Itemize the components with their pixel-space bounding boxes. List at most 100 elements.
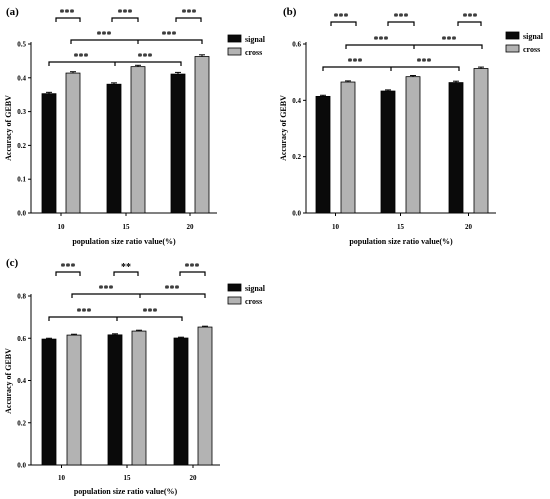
signal-bar xyxy=(173,337,189,466)
cross-bar xyxy=(194,56,210,214)
x-tick-label: 10 xyxy=(332,223,340,231)
signal-bar xyxy=(41,338,57,466)
significance-bracket xyxy=(55,271,81,276)
significance-label: *** xyxy=(77,307,92,318)
signal-bar xyxy=(315,95,331,214)
legend-label-signal: signal xyxy=(523,32,544,41)
signal-bar xyxy=(41,93,57,214)
legend-label-signal: signal xyxy=(245,35,266,44)
x-tick-label: 10 xyxy=(58,474,66,482)
y-tick-label: 0.8 xyxy=(17,293,26,301)
x-axis-title: population size ratio value(%) xyxy=(349,237,453,246)
cross-bar xyxy=(197,326,213,466)
significance-label: *** xyxy=(99,284,114,295)
significance-bracket xyxy=(179,271,206,276)
significance-label: *** xyxy=(334,12,349,23)
y-tick-label: 0.4 xyxy=(292,97,301,105)
significance-label: *** xyxy=(165,284,180,295)
significance-label: *** xyxy=(143,307,158,318)
legend-label-signal: signal xyxy=(245,284,266,293)
panel-label: (b) xyxy=(283,6,297,18)
legend: signal cross xyxy=(505,31,544,54)
signal-bar xyxy=(106,83,122,214)
significance-bracket xyxy=(48,316,183,321)
legend-swatch-signal xyxy=(227,34,242,43)
significance-label: ** xyxy=(121,262,131,273)
significance-label: *** xyxy=(394,12,409,23)
significance-bracket xyxy=(457,21,482,26)
significance-label: *** xyxy=(138,52,153,63)
significance-bracket xyxy=(55,17,81,22)
signal-bar xyxy=(107,334,123,466)
significance-bracket xyxy=(111,17,139,22)
significance-bracket xyxy=(387,21,415,26)
x-axis-title: population size ratio value(%) xyxy=(74,487,178,496)
y-tick-label: 0.2 xyxy=(17,419,26,427)
y-tick-label: 0.3 xyxy=(17,108,26,116)
y-tick-label: 0.0 xyxy=(292,210,301,218)
cross-bar xyxy=(405,76,421,214)
significance-bracket xyxy=(175,17,202,22)
y-tick-label: 0.5 xyxy=(17,41,26,49)
y-tick-label: 0.2 xyxy=(292,153,301,161)
y-axis-title: Accuracy of GEBV xyxy=(4,348,13,414)
legend-swatch-cross xyxy=(227,296,242,305)
significance-label: *** xyxy=(182,8,197,19)
y-tick-label: 0.6 xyxy=(17,335,26,343)
cross-bar xyxy=(473,68,489,214)
signal-bar xyxy=(170,73,186,214)
x-tick-label: 20 xyxy=(190,474,198,482)
y-tick-label: 0.4 xyxy=(17,377,26,385)
legend-swatch-signal xyxy=(505,31,520,40)
cross-bar xyxy=(65,72,81,214)
legend: signal cross xyxy=(227,34,266,57)
legend-label-cross: cross xyxy=(245,48,262,57)
significance-bracket xyxy=(345,44,483,49)
significance-label: *** xyxy=(463,12,478,23)
chart-panel-3: (c) 0.0 0.2 0.4 0.6 0.8 Accuracy of GEBV 10 15 20… xyxy=(4,257,266,496)
significance-bracket xyxy=(113,271,139,276)
significance-bracket xyxy=(322,66,460,71)
significance-label: *** xyxy=(162,30,177,41)
chart-panel-1: (a) 0.0 0.1 0.2 0.3 0.4 0.5 Accuracy of GEBV 10 1… xyxy=(4,6,266,246)
legend-swatch-cross xyxy=(227,47,242,56)
chart-panel-2: (b) 0.0 0.2 0.4 0.6 Accuracy of GEBV 10 15 20 pop… xyxy=(279,6,544,246)
legend-label-cross: cross xyxy=(523,45,540,54)
y-axis-title: Accuracy of GEBV xyxy=(279,95,288,161)
significance-label: *** xyxy=(417,57,432,68)
signal-bar xyxy=(448,82,464,214)
y-tick-label: 0.6 xyxy=(292,41,301,49)
significance-label: *** xyxy=(348,57,363,68)
cross-bar xyxy=(66,334,82,466)
panel-label: (a) xyxy=(6,6,19,18)
cross-bar xyxy=(340,81,356,214)
significance-bracket xyxy=(48,61,182,66)
x-tick-label: 10 xyxy=(58,223,66,231)
x-tick-label: 15 xyxy=(124,474,132,482)
legend-swatch-cross xyxy=(505,44,520,53)
y-tick-label: 0.0 xyxy=(17,462,26,470)
significance-bracket xyxy=(330,21,357,26)
y-tick-label: 0.2 xyxy=(17,142,26,150)
y-tick-label: 0.4 xyxy=(17,74,26,82)
x-tick-label: 15 xyxy=(397,223,405,231)
significance-label: *** xyxy=(74,52,89,63)
cross-bar xyxy=(131,330,147,466)
legend: signal cross xyxy=(227,283,266,306)
significance-label: *** xyxy=(374,35,389,46)
y-tick-label: 0.1 xyxy=(17,176,26,184)
x-tick-label: 20 xyxy=(465,223,473,231)
signal-bar xyxy=(380,90,396,214)
x-tick-label: 20 xyxy=(187,223,195,231)
x-axis-title: population size ratio value(%) xyxy=(72,237,176,246)
panel-label: (c) xyxy=(6,257,19,269)
y-tick-label: 0.0 xyxy=(17,210,26,218)
significance-label: *** xyxy=(185,262,200,273)
significance-label: *** xyxy=(60,8,75,19)
significance-bracket xyxy=(70,39,203,44)
cross-bar xyxy=(130,66,146,214)
significance-label: *** xyxy=(118,8,133,19)
y-axis-title: Accuracy of GEBV xyxy=(4,95,13,161)
x-tick-label: 15 xyxy=(123,223,131,231)
